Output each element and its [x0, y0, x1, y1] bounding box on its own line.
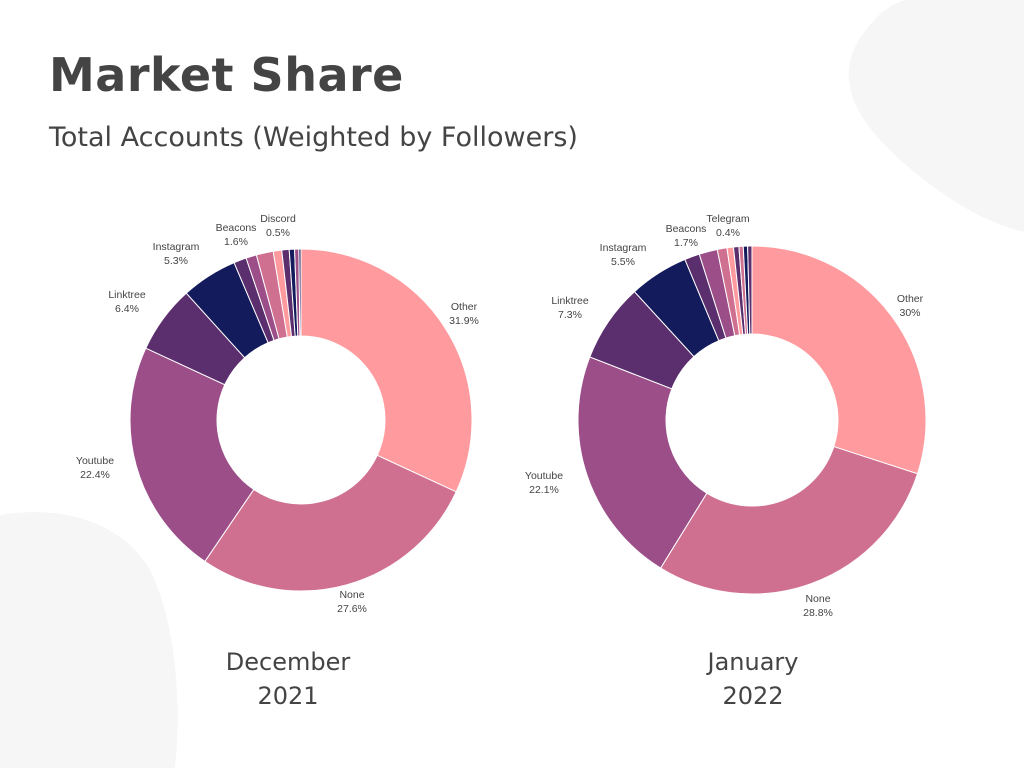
slice-label-value: 0.5% [266, 227, 290, 239]
slice-label-name: Other [451, 301, 478, 313]
caption-year: 2021 [257, 682, 319, 710]
slice-label-value: 27.6% [337, 603, 367, 615]
slice-label-value: 30% [899, 307, 920, 319]
slice-label-value: 5.3% [164, 255, 188, 267]
slice-label-name: Telegram [706, 213, 749, 225]
donut-slice-none [659, 445, 919, 595]
slice-label-beacons: Beacons 1.7% [666, 223, 707, 249]
slice-label-youtube: Youtube 22.4% [76, 455, 114, 481]
slice-label-name: None [805, 593, 830, 605]
slice-label-name: Instagram [600, 242, 647, 254]
slice-label-linktree: Linktree 6.4% [108, 289, 146, 315]
slice-label-name: Linktree [551, 295, 589, 307]
slice-label-name: Youtube [525, 470, 563, 482]
slice-label-youtube: Youtube 22.1% [525, 470, 563, 496]
slice-label-name: Beacons [666, 223, 707, 235]
slice-label-linktree: Linktree 7.3% [551, 295, 589, 321]
slice-label-value: 1.7% [674, 237, 698, 249]
donut-slice-minor-12 [298, 248, 302, 337]
slice-label-name: Linktree [108, 289, 146, 301]
slice-label-value: 1.6% [224, 236, 248, 248]
slice-label-value: 22.4% [80, 469, 110, 481]
donut-slice-other [751, 245, 927, 475]
slice-label-name: Other [897, 293, 924, 305]
slice-label-value: 28.8% [803, 607, 833, 619]
slice-label-none: None 28.8% [803, 593, 833, 619]
donut-slice-youtube [577, 356, 708, 569]
chart-caption-january-2022: January 2022 [623, 645, 883, 713]
slice-label-value: 0.4% [716, 227, 740, 239]
slice-label-value: 6.4% [115, 303, 139, 315]
caption-year: 2022 [722, 682, 784, 710]
slice-label-none: None 27.6% [337, 589, 367, 615]
page-subtitle: Total Accounts (Weighted by Followers) [49, 122, 578, 153]
slice-label-instagram: Instagram 5.3% [153, 241, 200, 267]
slice-label-value: 22.1% [529, 484, 559, 496]
chart-caption-december-2021: December 2021 [158, 645, 418, 713]
slice-label-value: 7.3% [558, 309, 582, 321]
slice-label-discord: Discord 0.5% [260, 213, 296, 239]
slice-label-beacons: Beacons 1.6% [216, 222, 257, 248]
caption-month: December [225, 648, 351, 676]
caption-month: January [707, 648, 799, 676]
page-title: Market Share [49, 48, 404, 102]
donut-slice-none [204, 454, 457, 592]
slice-label-name: None [339, 589, 364, 601]
slice-label-name: Instagram [153, 241, 200, 253]
slice-label-value: 31.9% [449, 315, 479, 327]
slice-label-name: Discord [260, 213, 296, 225]
slice-label-instagram: Instagram 5.5% [600, 242, 647, 268]
slice-label-other: Other 31.9% [449, 301, 479, 327]
donut-slice-minor-12 [747, 245, 753, 335]
slice-label-name: Beacons [216, 222, 257, 234]
donut-slice-other [300, 248, 473, 493]
slice-label-value: 5.5% [611, 256, 635, 268]
donut-slice-youtube [129, 347, 255, 563]
slice-label-telegram: Telegram 0.4% [706, 213, 749, 239]
slice-label-other: Other 30% [897, 293, 924, 319]
slice-label-name: Youtube [76, 455, 114, 467]
